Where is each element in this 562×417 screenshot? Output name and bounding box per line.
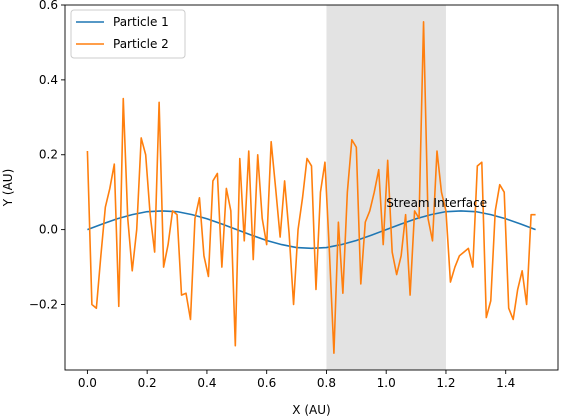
series-layer bbox=[86, 21, 536, 354]
series-line-2 bbox=[86, 21, 536, 354]
y-tick-label: −0.2 bbox=[29, 297, 58, 311]
x-tick-label: 0.6 bbox=[257, 376, 276, 390]
y-tick-label: 0.4 bbox=[39, 73, 58, 87]
annotation-label: Stream Interface bbox=[386, 196, 487, 210]
x-axis-ticks: 0.0 0.2 0.4 0.6 0.8 1.0 1.2 1.4 bbox=[78, 370, 515, 390]
y-tick-label: 0.2 bbox=[39, 148, 58, 162]
x-tick-label: 0.2 bbox=[138, 376, 157, 390]
x-tick-label: 0.4 bbox=[197, 376, 216, 390]
annotation-layer: Stream Interface bbox=[386, 196, 487, 210]
x-tick-label: 1.4 bbox=[496, 376, 515, 390]
y-axis-ticks: −0.2 0.0 0.2 0.4 0.6 bbox=[29, 0, 65, 311]
plot-frame bbox=[64, 4, 559, 371]
x-tick-label: 0.0 bbox=[78, 376, 97, 390]
x-tick-label: 1.2 bbox=[436, 376, 455, 390]
legend: Particle 1 Particle 2 bbox=[70, 9, 186, 59]
y-axis-label: Y (AU) bbox=[1, 169, 15, 208]
x-tick-label: 1.0 bbox=[377, 376, 396, 390]
x-axis-label: X (AU) bbox=[292, 403, 330, 417]
y-tick-label: 0.0 bbox=[39, 223, 58, 237]
y-tick-label: 0.6 bbox=[39, 0, 58, 12]
legend-label-1: Particle 1 bbox=[113, 15, 169, 29]
x-tick-label: 0.8 bbox=[317, 376, 336, 390]
legend-label-2: Particle 2 bbox=[113, 37, 169, 51]
